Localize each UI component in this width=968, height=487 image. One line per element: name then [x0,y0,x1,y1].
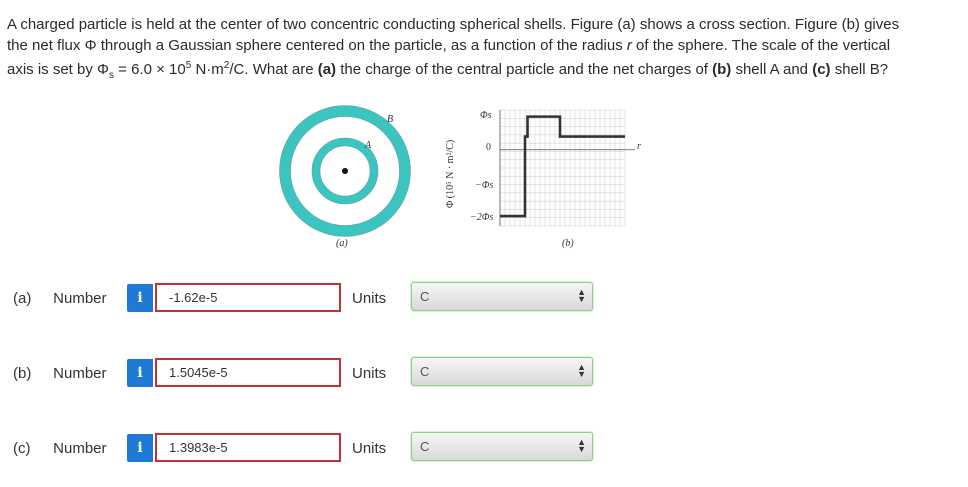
select-arrows-icon: ▲ ▼ [577,287,586,304]
units-select-c[interactable]: C ▲ ▼ [411,432,593,461]
answer-row-c: (c) Number i 1.3983e-5 Units C ▲ ▼ [0,430,968,466]
shell-b-outline-inner [290,116,400,226]
select-arrows-icon: ▲ ▼ [577,362,586,379]
tick-label-phis: Φs [480,110,492,121]
plot-axes [499,110,635,226]
question-text: A charged particle is held at the center… [7,16,900,81]
answer-input-c[interactable]: 1.3983e-5 [155,433,341,462]
shell-a-label: A [364,140,372,151]
units-label-a: Units [352,290,387,307]
units-label-b: Units [352,365,387,382]
shell-a-outline-outer [311,137,379,205]
figure-a-caption: (a) [336,238,348,249]
units-label-c: Units [352,440,387,457]
shell-a-ring [312,138,378,204]
info-icon[interactable]: i [127,434,153,462]
units-select-b[interactable]: C ▲ ▼ [411,357,593,386]
tick-label-neg-phis: −Φs [475,180,493,191]
flux-plot: Φ (10⁵ N · m²/C) Φs 0 −Φs −2Φs r (b) [445,109,641,249]
central-particle [342,168,348,174]
info-icon[interactable]: i [127,359,153,387]
flux-curve [500,115,625,218]
shell-b-ring [279,105,411,237]
figure-b-caption: (b) [562,238,574,249]
shell-a-outline-inner [319,145,371,197]
tick-label-neg-2phis: −2Φs [470,212,493,223]
shell-b-label: B [387,114,393,125]
select-arrows-icon: ▲ ▼ [577,437,586,454]
row-label-c: (c) Number [13,440,107,457]
tick-label-zero: 0 [486,142,491,153]
row-label-b: (b) Number [13,365,107,382]
shells-figure: B A (a) [279,105,411,249]
plot-grid [499,109,626,227]
answer-row-b: (b) Number i 1.5045e-5 Units C ▲ ▼ [0,355,968,391]
x-axis-label: r [637,141,641,152]
y-axis-label: Φ (10⁵ N · m²/C) [445,140,456,208]
answer-row-a: (a) Number i -1.62e-5 Units C ▲ ▼ [0,280,968,316]
shell-b-outline-outer [279,105,411,237]
answer-input-a[interactable]: -1.62e-5 [155,283,341,312]
units-select-a[interactable]: C ▲ ▼ [411,282,593,311]
figure: B A (a) Φ (10⁵ N · m²/C) Φs 0 −Φs −2Φs r… [270,98,670,258]
answer-input-b[interactable]: 1.5045e-5 [155,358,341,387]
info-icon[interactable]: i [127,284,153,312]
row-label-a: (a) Number [13,290,107,307]
